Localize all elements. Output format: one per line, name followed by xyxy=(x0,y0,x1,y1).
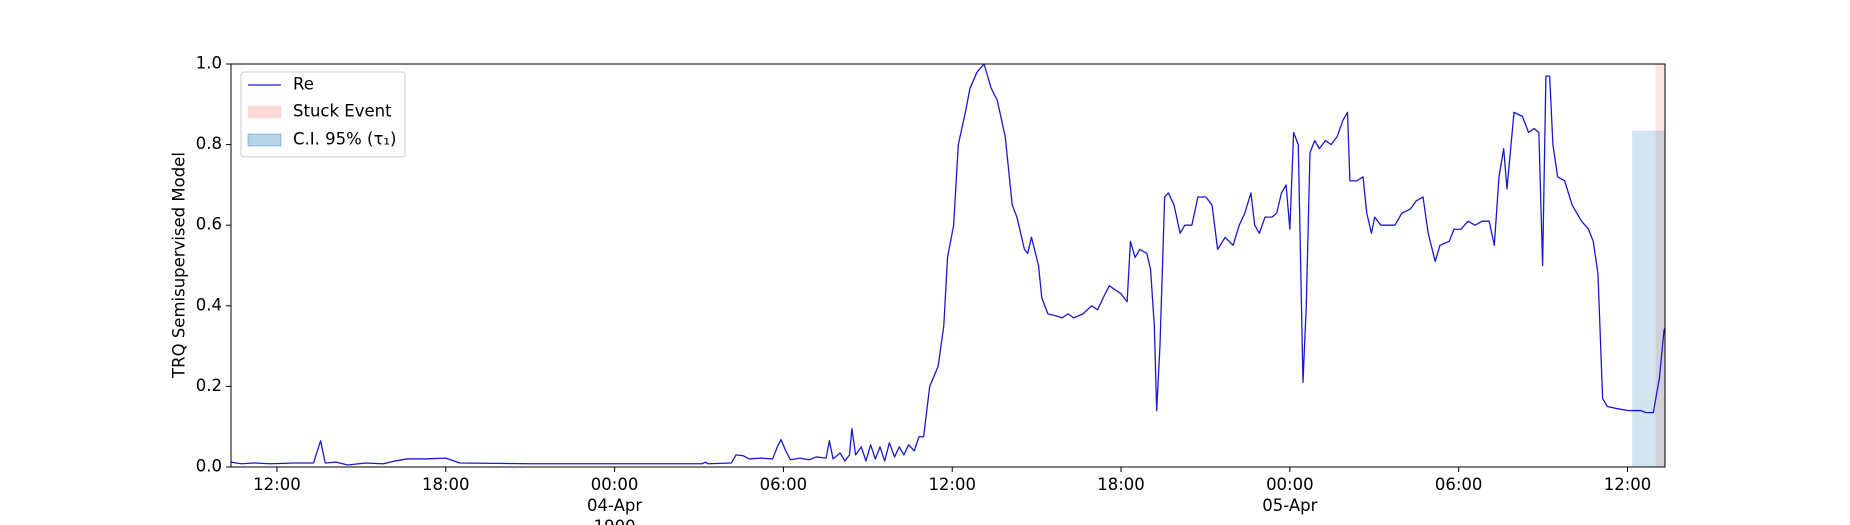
y-tick-label: 0.0 xyxy=(196,457,222,476)
region xyxy=(1655,64,1665,467)
x-tick-label: 12:00 xyxy=(253,475,301,494)
y-tick-label: 0.4 xyxy=(196,295,222,314)
y-tick-label: 0.8 xyxy=(196,134,222,153)
legend-patch xyxy=(247,105,282,119)
legend: Re Stuck Event C.I. 95% (τ₁) xyxy=(240,71,406,158)
x-tick-label: 18:00 xyxy=(422,475,470,494)
x-tick-label: 00:00 05-Apr xyxy=(1262,475,1317,515)
legend-box xyxy=(240,71,406,158)
data-line xyxy=(230,63,1666,466)
region xyxy=(1632,130,1665,467)
y-tick-label: 1.0 xyxy=(196,54,222,73)
legend-label: Re xyxy=(293,75,314,94)
x-tick-label: 18:00 xyxy=(1097,475,1145,494)
y-tick-label: 0.6 xyxy=(196,215,222,234)
plot-frame xyxy=(230,63,1666,468)
x-tick-label: 12:00 xyxy=(928,475,976,494)
legend-label: Stuck Event xyxy=(293,102,392,121)
legend-label: C.I. 95% (τ₁) xyxy=(293,130,396,149)
legend-patch xyxy=(247,133,282,147)
y-tick-label: 0.2 xyxy=(196,376,222,395)
x-tick-label: 12:00 xyxy=(1604,475,1652,494)
x-tick-label: 06:00 xyxy=(1435,475,1483,494)
x-tick-label: 06:00 xyxy=(760,475,808,494)
y-axis-label: TRQ Semisupervised Model xyxy=(170,152,189,379)
